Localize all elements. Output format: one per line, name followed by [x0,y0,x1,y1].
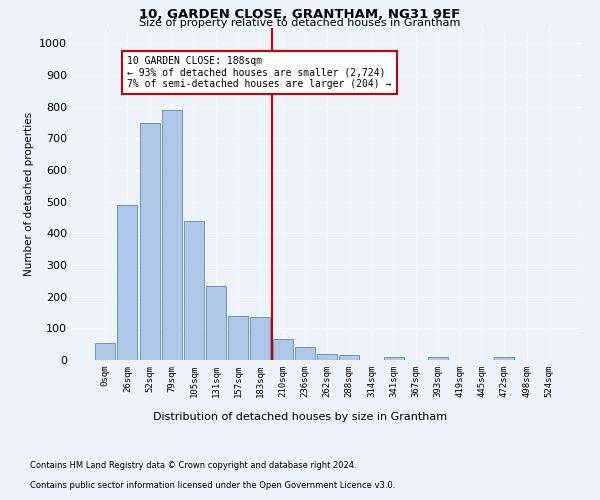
Bar [95,342,115,360]
Bar [184,220,204,360]
Bar [339,355,359,360]
Bar [140,122,160,360]
Text: Size of property relative to detached houses in Grantham: Size of property relative to detached ho… [139,18,461,28]
Bar [162,110,182,360]
Bar [250,318,271,360]
Bar [317,354,337,360]
Y-axis label: Number of detached properties: Number of detached properties [23,112,34,276]
Text: Distribution of detached houses by size in Grantham: Distribution of detached houses by size … [153,412,447,422]
Text: 10 GARDEN CLOSE: 188sqm
← 93% of detached houses are smaller (2,724)
7% of semi-: 10 GARDEN CLOSE: 188sqm ← 93% of detache… [127,56,392,89]
Bar [295,348,315,360]
Text: 10, GARDEN CLOSE, GRANTHAM, NG31 9EF: 10, GARDEN CLOSE, GRANTHAM, NG31 9EF [139,8,461,20]
Bar [206,286,226,360]
Text: Contains HM Land Registry data © Crown copyright and database right 2024.: Contains HM Land Registry data © Crown c… [30,461,356,470]
Text: Contains public sector information licensed under the Open Government Licence v3: Contains public sector information licen… [30,481,395,490]
Bar [272,340,293,360]
Bar [428,357,448,360]
Bar [228,316,248,360]
Bar [494,357,514,360]
Bar [383,357,404,360]
Bar [118,205,137,360]
